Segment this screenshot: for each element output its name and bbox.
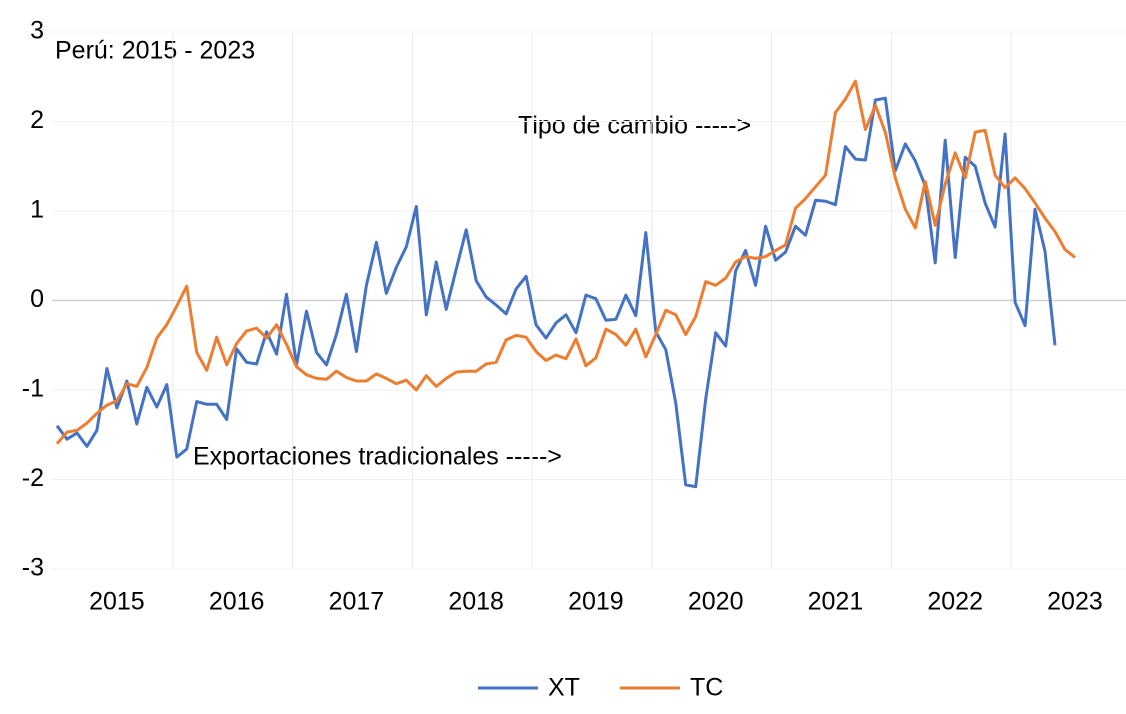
x-tick-label: 2015	[89, 588, 145, 616]
x-tick-label: 2018	[448, 588, 504, 616]
annotation: Exportaciones tradicionales ----->	[193, 443, 562, 471]
line-series	[55, 96, 1057, 489]
y-tick-label: -2	[22, 464, 44, 492]
y-tick-label: 1	[30, 196, 44, 224]
y-tick-label: -3	[22, 554, 44, 582]
x-tick-label: 2016	[209, 588, 265, 616]
x-tick-label: 2019	[568, 588, 624, 616]
y-tick-label: -1	[22, 375, 44, 403]
legend-label: TC	[690, 674, 723, 702]
y-tick-label: 0	[30, 285, 44, 313]
x-tick-label: 2022	[927, 588, 983, 616]
x-tick-label: 2021	[808, 588, 864, 616]
subtitle: Perú: 2015 - 2023	[55, 37, 255, 65]
y-tick-label: 2	[30, 106, 44, 134]
x-tick-label: 2017	[329, 588, 385, 616]
line-series	[55, 79, 1076, 445]
x-tick-label: 2023	[1047, 588, 1103, 616]
x-tick-label: 2020	[688, 588, 744, 616]
y-tick-label: 3	[30, 17, 44, 45]
annotation: Tipo de cambio ----->	[518, 112, 751, 140]
legend-label: XT	[548, 674, 580, 702]
